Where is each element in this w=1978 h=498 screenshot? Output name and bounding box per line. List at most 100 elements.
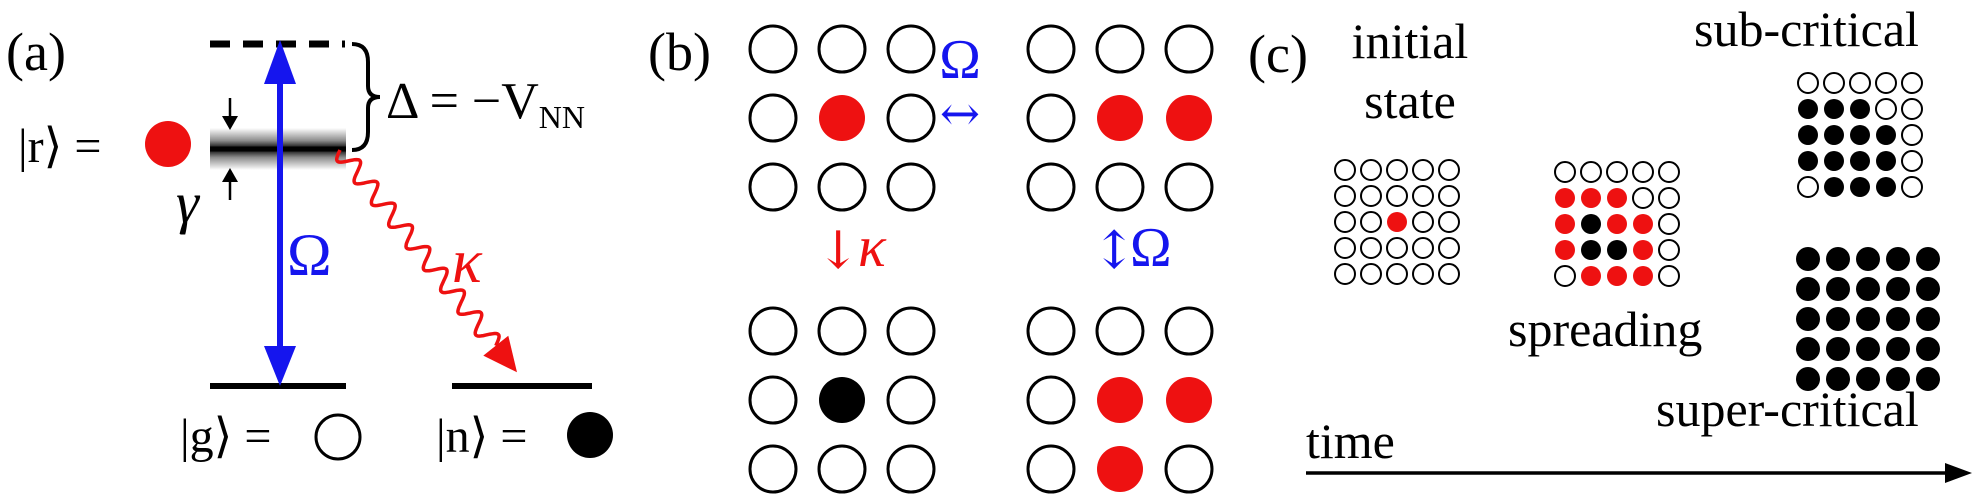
kappa-decay-arrowhead bbox=[483, 335, 517, 373]
sub-critical-grid-atom bbox=[1824, 99, 1844, 119]
initial-state-grid-atom bbox=[1334, 237, 1356, 259]
spreading-grid-atom bbox=[1658, 213, 1680, 235]
spreading-grid-atom bbox=[1581, 214, 1601, 234]
panel-b-grid-4-atom bbox=[1097, 377, 1143, 423]
panel-b-grid-4-atom bbox=[1095, 306, 1145, 356]
sub-critical-grid-atom bbox=[1823, 72, 1845, 94]
sub-critical-grid-atom bbox=[1850, 177, 1870, 197]
initial-state-grid-atom bbox=[1438, 211, 1460, 233]
panel-c-grids bbox=[1334, 72, 1940, 391]
sub-critical-grid-atom bbox=[1875, 98, 1897, 120]
panel-b-grid-1-atom bbox=[819, 95, 865, 141]
panel-b-grid-3-atom bbox=[748, 375, 798, 425]
super-critical-grid-atom bbox=[1886, 367, 1910, 391]
panel-b-grid-1-atom bbox=[817, 162, 867, 212]
super-critical-grid-atom bbox=[1856, 247, 1880, 271]
panel-b-grid-2-atom bbox=[1166, 95, 1212, 141]
panel-b-grid-3-atom bbox=[886, 375, 936, 425]
panel-b-grid-2-atom bbox=[1026, 24, 1076, 74]
detuning-label: Δ = −VNN bbox=[386, 73, 585, 135]
panel-b-grid-1-atom bbox=[817, 24, 867, 74]
super-critical-grid-atom bbox=[1916, 277, 1940, 301]
detuning-subscript: NN bbox=[539, 99, 585, 135]
initial-state-grid-atom bbox=[1438, 159, 1460, 181]
sub-critical-grid-atom bbox=[1876, 151, 1896, 171]
initial-state-grid-atom bbox=[1360, 263, 1382, 285]
spreading-grid-atom bbox=[1658, 187, 1680, 209]
initial-state-grid-atom bbox=[1412, 159, 1434, 181]
super-critical-grid-atom bbox=[1796, 367, 1820, 391]
initial-state-grid-atom bbox=[1360, 237, 1382, 259]
detuning-brace bbox=[351, 42, 381, 152]
sub-critical-grid-atom bbox=[1824, 177, 1844, 197]
initial-state-grid-atom bbox=[1386, 263, 1408, 285]
sub-critical-grid-atom bbox=[1849, 72, 1871, 94]
spreading-grid-atom bbox=[1607, 266, 1627, 286]
panel-b-grid-4-atom bbox=[1097, 446, 1143, 492]
super-critical-grid-atom bbox=[1826, 247, 1850, 271]
panel-b-grid-4-atom bbox=[1166, 377, 1212, 423]
sub-critical-grid-atom bbox=[1876, 125, 1896, 145]
super-critical-grid-atom bbox=[1826, 307, 1850, 331]
super-critical-grid-atom bbox=[1826, 367, 1850, 391]
spreading-grid-atom bbox=[1581, 240, 1601, 260]
ket-g-label: |g⟩ = bbox=[180, 410, 271, 463]
sub-critical-grid-atom bbox=[1797, 72, 1819, 94]
spreading-grid-atom bbox=[1658, 239, 1680, 261]
panel-a-label: (a) bbox=[6, 22, 66, 82]
sub-critical-grid-atom bbox=[1797, 176, 1819, 198]
sub-critical-grid-atom bbox=[1876, 177, 1896, 197]
initial-state-grid-atom bbox=[1387, 212, 1407, 232]
initial-state-grid-atom bbox=[1412, 263, 1434, 285]
super-critical-grid-atom bbox=[1856, 367, 1880, 391]
initial-state-grid-atom bbox=[1412, 211, 1434, 233]
initial-state-grid-atom bbox=[1334, 211, 1356, 233]
panel-b-grid-3-atom bbox=[748, 444, 798, 494]
omega-label-b-right: Ω bbox=[1130, 217, 1172, 279]
panel-b-grid-4-atom bbox=[1164, 444, 1214, 494]
spreading-grid-atom bbox=[1581, 188, 1601, 208]
initial-state-title-2: state bbox=[1364, 73, 1456, 129]
panel-b-label: (b) bbox=[648, 22, 711, 82]
super-critical-grid-atom bbox=[1796, 277, 1820, 301]
panel-b-grid-4-atom bbox=[1026, 375, 1076, 425]
initial-state-grid-atom bbox=[1438, 237, 1460, 259]
super-critical-grid-atom bbox=[1916, 367, 1940, 391]
detuning-equation: Δ = −V bbox=[386, 73, 539, 130]
decay-arrow-down: ↓ bbox=[816, 221, 860, 281]
initial-state-grid-atom bbox=[1386, 159, 1408, 181]
panel-b-grid-2-atom bbox=[1164, 162, 1214, 212]
super-critical-grid-atom bbox=[1916, 307, 1940, 331]
super-critical-grid-atom bbox=[1856, 337, 1880, 361]
panel-b-grid-3-atom bbox=[748, 306, 798, 356]
exchange-arrow-vertical: ↕ bbox=[1092, 221, 1136, 281]
panel-b-grid-1-atom bbox=[886, 93, 936, 143]
sub-critical-grid-atom bbox=[1901, 72, 1923, 94]
sub-critical-grid-atom bbox=[1850, 99, 1870, 119]
spreading-grid-atom bbox=[1632, 161, 1654, 183]
sub-critical-grid-atom bbox=[1798, 125, 1818, 145]
super-critical-grid-atom bbox=[1916, 247, 1940, 271]
panel-b-grid-2-atom bbox=[1095, 162, 1145, 212]
super-critical-grid-atom bbox=[1856, 277, 1880, 301]
kappa-label-b: κ bbox=[858, 214, 887, 279]
initial-state-grid-atom bbox=[1438, 263, 1460, 285]
panel-b-grid-2-atom bbox=[1095, 24, 1145, 74]
panel-b-grid-1-atom bbox=[748, 162, 798, 212]
initial-state-grid-atom bbox=[1360, 211, 1382, 233]
super-critical-grid-atom bbox=[1856, 307, 1880, 331]
omega-arrowhead-down bbox=[264, 346, 296, 386]
kappa-label-a: κ bbox=[452, 228, 483, 296]
initial-state-grid-atom bbox=[1438, 185, 1460, 207]
panel-b-grid-4-atom bbox=[1026, 306, 1076, 356]
panel-b-grid-2-atom bbox=[1164, 24, 1214, 74]
panel-b: (b) Ω ↔ ↓ κ ↕ Ω bbox=[648, 22, 1214, 494]
panel-b-grid-2-atom bbox=[1026, 162, 1076, 212]
panel-c: (c) initial state spreading sub-critical… bbox=[1248, 1, 1972, 483]
panel-c-label: (c) bbox=[1248, 24, 1308, 84]
ket-n-label: |n⟩ = bbox=[436, 410, 527, 463]
spreading-grid-atom bbox=[1580, 161, 1602, 183]
spreading-grid-atom bbox=[1554, 265, 1576, 287]
ground-atom-symbol bbox=[314, 413, 362, 461]
